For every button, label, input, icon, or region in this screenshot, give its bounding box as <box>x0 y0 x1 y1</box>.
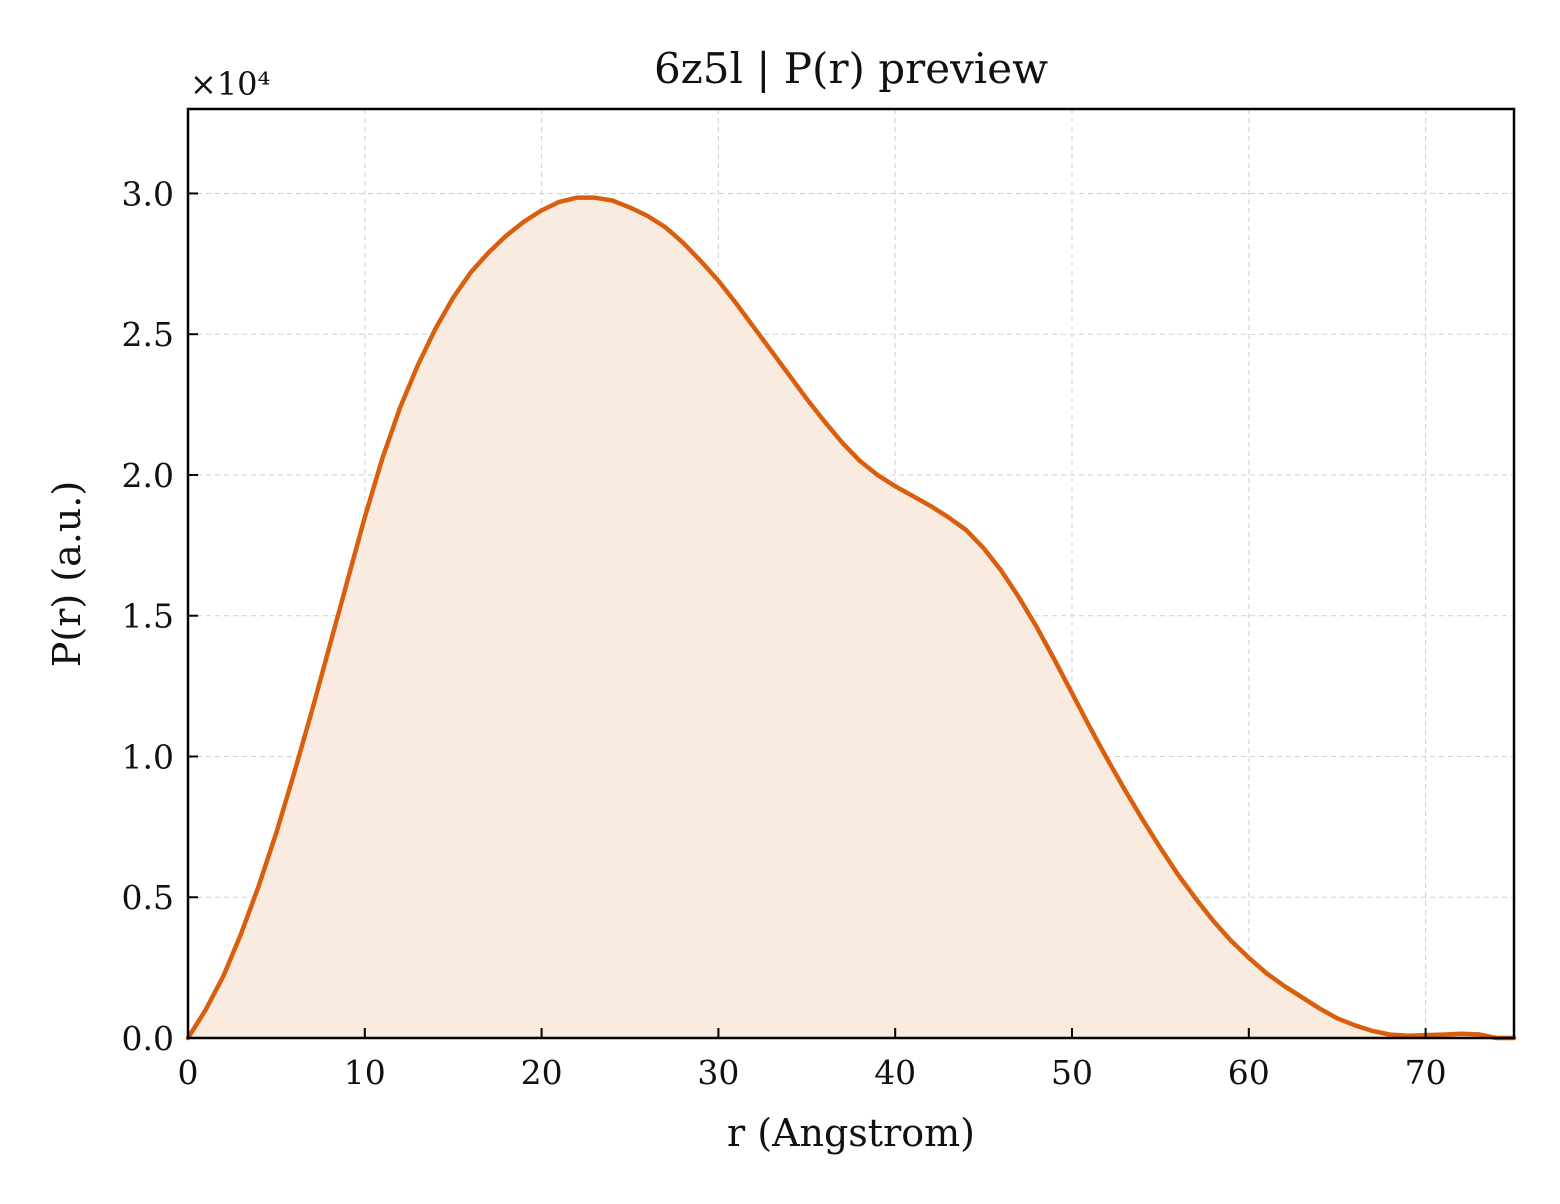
x-tick-label: 20 <box>521 1053 563 1092</box>
x-tick-label: 50 <box>1051 1053 1093 1092</box>
y-tick-label: 3.0 <box>122 174 174 213</box>
pr-area-fill <box>188 197 1514 1038</box>
x-axis-label: r (Angstrom) <box>727 1111 975 1155</box>
y-tick-label: 1.0 <box>122 737 174 776</box>
y-axis-label: P(r) (a.u.) <box>45 481 89 667</box>
y-axis-multiplier: ×10⁴ <box>190 65 270 103</box>
chart-title: 6z5l | P(r) preview <box>654 44 1048 93</box>
x-tick-label: 30 <box>697 1053 739 1092</box>
x-tick-label: 40 <box>874 1053 916 1092</box>
y-tick-label: 1.5 <box>122 597 174 636</box>
y-tick-label: 2.5 <box>122 315 174 354</box>
x-tick-label: 0 <box>178 1053 199 1092</box>
plot-frame <box>186 107 1516 1040</box>
x-tick-label: 10 <box>344 1053 386 1092</box>
x-tick-labels: 0 10 20 30 40 50 60 70 <box>178 1053 1447 1092</box>
y-tick-label: 0.5 <box>122 878 174 917</box>
y-tick-label: 0.0 <box>122 1019 174 1058</box>
pr-series-line <box>185 195 1517 1041</box>
y-tick-labels: 0.0 0.5 1.0 1.5 2.0 2.5 3.0 <box>122 174 174 1058</box>
x-tick-label: 70 <box>1405 1053 1447 1092</box>
y-tick-label: 2.0 <box>122 456 174 495</box>
x-tick-label: 60 <box>1228 1053 1270 1092</box>
